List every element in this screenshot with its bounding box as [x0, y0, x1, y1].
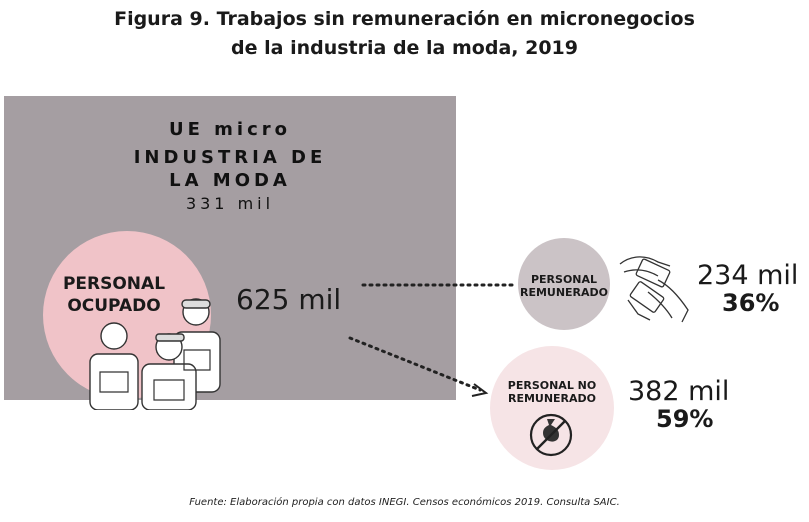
personal-remunerado-circle — [518, 238, 610, 330]
personal-ocupado-label-line1: PERSONAL — [62, 274, 166, 294]
personal-remunerado-label-line2: REMUNERADO — [519, 286, 609, 299]
personal-remunerado-label-line1: PERSONAL — [530, 273, 598, 286]
figure-title-line1: Figura 9. Trabajos sin remuneración en m… — [114, 8, 695, 30]
no-money-icon — [529, 413, 573, 457]
no-remunerado-value: 382 mil — [628, 376, 730, 407]
arrow-head — [471, 383, 489, 397]
remunerado-percent: 36% — [722, 289, 780, 317]
personal-no-remunerado-label-line1: PERSONAL NO — [507, 379, 597, 392]
units-label-line1: UE micro — [168, 119, 292, 140]
personal-ocupado-total: 625 mil — [236, 283, 342, 316]
personal-no-remunerado-label: PERSONAL NO REMUNERADO — [490, 379, 614, 405]
units-label-line3: LA MODA — [169, 170, 291, 191]
figure-title-line2: de la industria de la moda, 2019 — [231, 37, 578, 59]
personal-no-remunerado-circle — [490, 346, 614, 470]
workers-icon — [89, 298, 221, 410]
source-note: Fuente: Elaboración propia con datos INE… — [189, 497, 620, 508]
personal-ocupado-label-line2: OCUPADO — [67, 296, 161, 316]
personal-ocupado-label: PERSONAL OCUPADO — [54, 273, 174, 317]
no-remunerado-percent: 59% — [656, 405, 714, 433]
personal-no-remunerado-label-line2: REMUNERADO — [507, 392, 597, 405]
connector-to-no-remunerado — [348, 336, 482, 392]
units-label-line2: INDUSTRIA DE — [133, 147, 327, 168]
units-label-block: INDUSTRIA DE LA MODA — [120, 146, 340, 192]
remunerado-value: 234 mil — [697, 260, 799, 291]
money-hands-icon — [619, 256, 689, 323]
personal-remunerado-label: PERSONAL REMUNERADO — [518, 273, 610, 299]
units-count: 331 mil — [185, 194, 275, 213]
